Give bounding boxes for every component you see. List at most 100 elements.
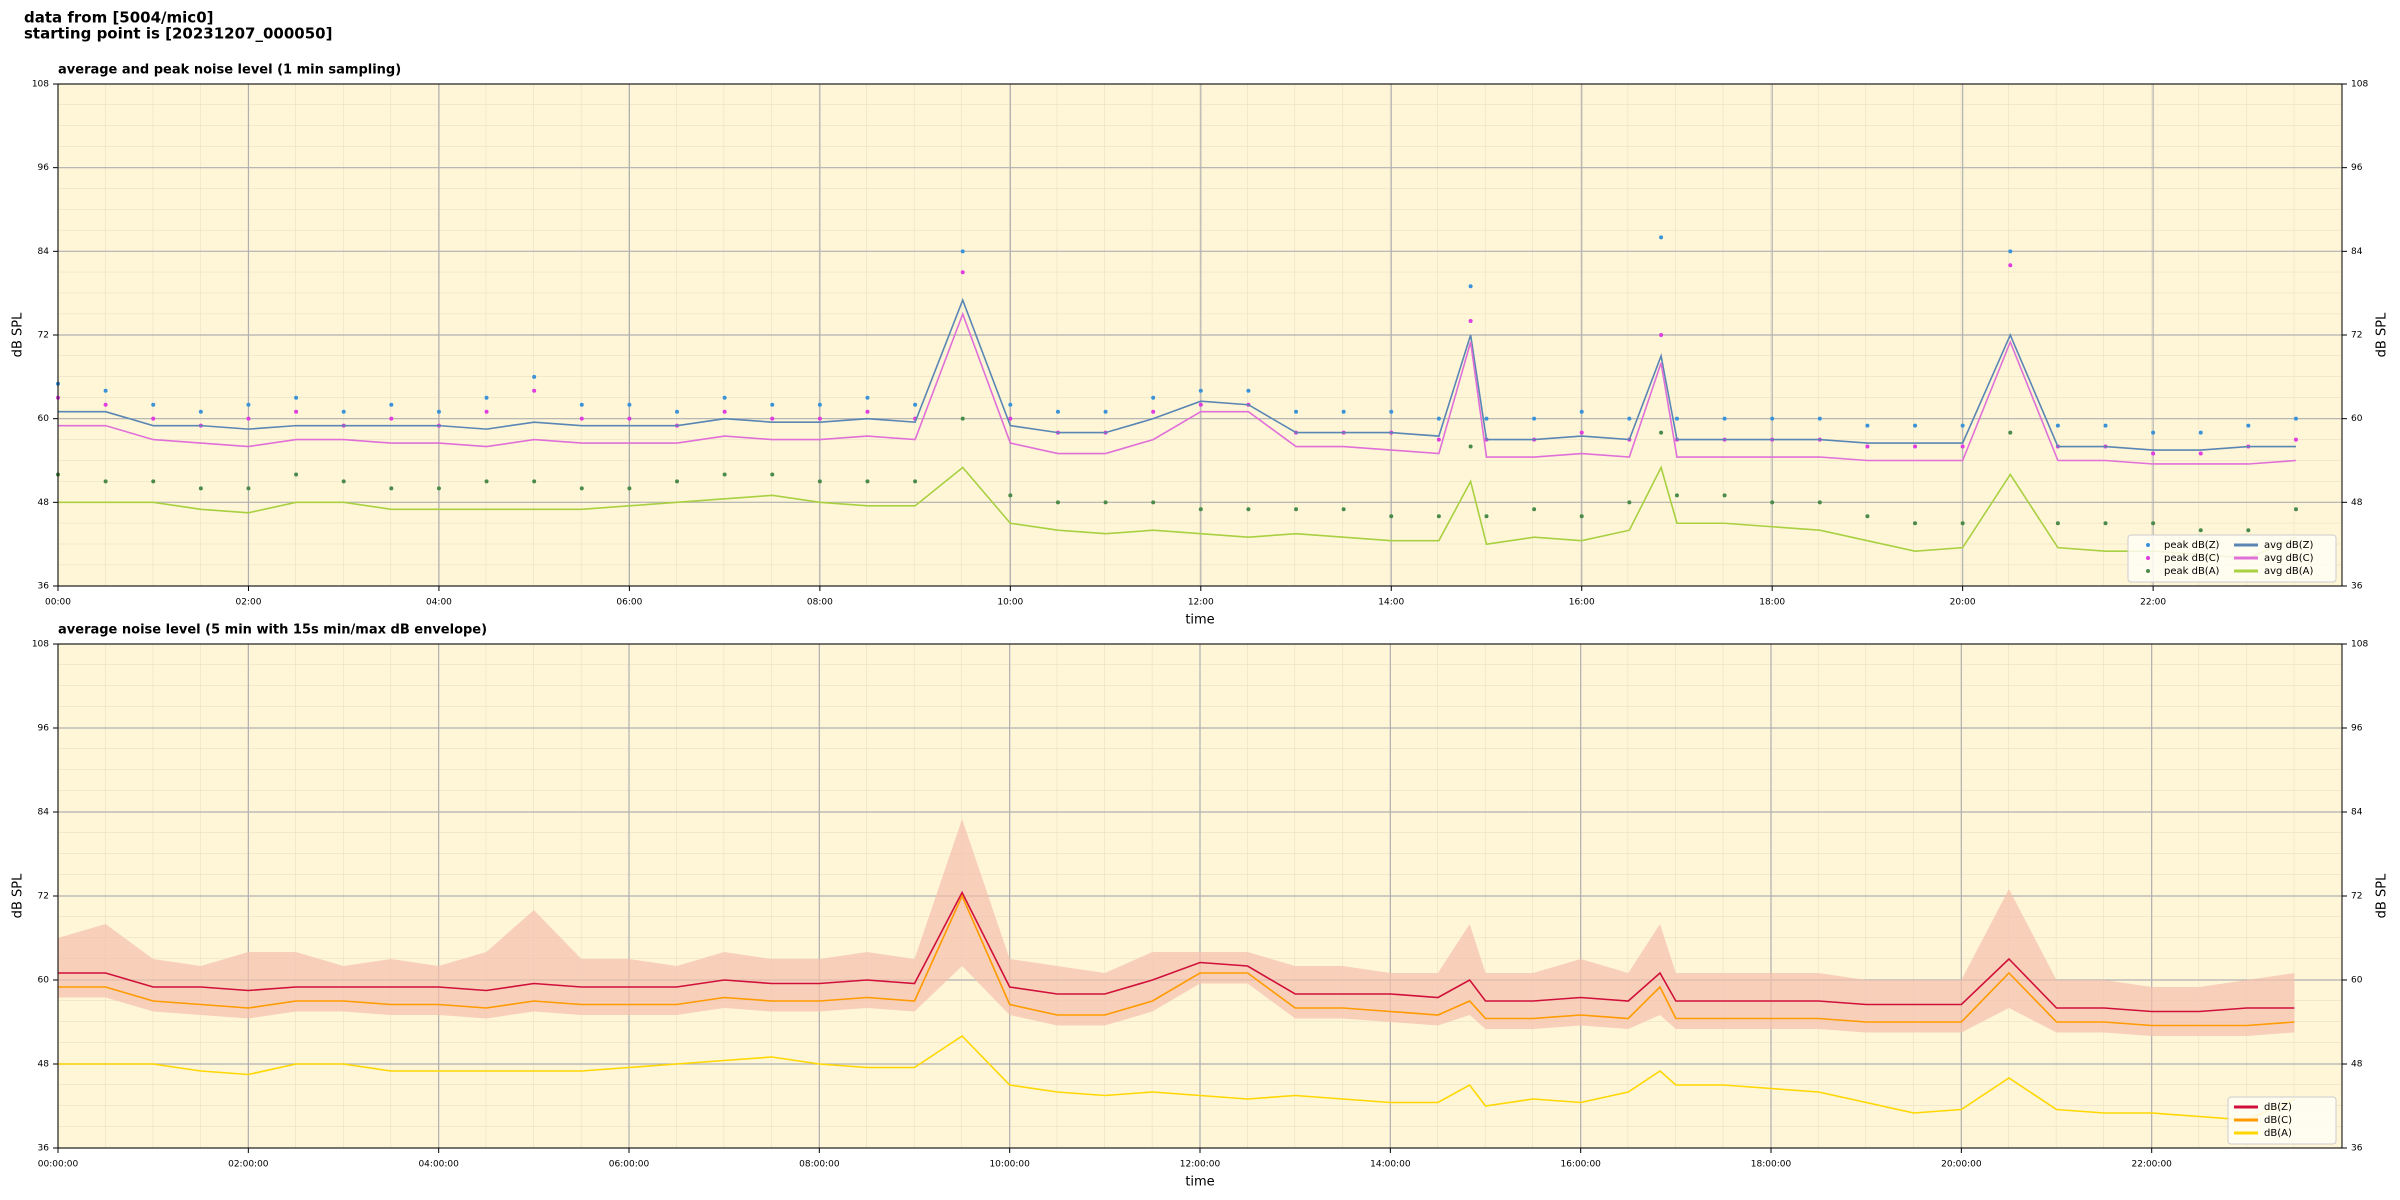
peak-dot <box>1817 500 1822 505</box>
legend-box <box>2127 534 2337 583</box>
x-tick-label: 00:00 <box>45 598 71 608</box>
x-tick-label: 22:00 <box>2140 598 2166 608</box>
peak-dot <box>2151 451 2156 456</box>
peak-dot <box>246 486 251 491</box>
x-tick-label: 00:00:00 <box>38 1160 79 1170</box>
peak-dot <box>484 395 489 400</box>
peak-dot <box>675 479 680 484</box>
peak-dot <box>151 402 156 407</box>
peak-dot <box>294 395 299 400</box>
peak-dot <box>1484 416 1489 421</box>
peak-dot <box>1579 514 1584 519</box>
peak-dot <box>1008 402 1013 407</box>
legend-label: peak dB(Z) <box>2164 540 2220 551</box>
legend-label: peak dB(C) <box>2164 553 2220 564</box>
peak-dot <box>1913 521 1918 526</box>
peak-dot <box>2151 521 2156 526</box>
peak-dot <box>627 486 632 491</box>
peak-dot <box>1151 395 1156 400</box>
source-label: data from [5004/mic0] <box>24 9 214 27</box>
y-tick-label-right: 96 <box>2351 724 2363 734</box>
peak-dot <box>1659 333 1664 337</box>
x-tick-label: 12:00 <box>1188 598 1214 608</box>
start-label: starting point is [20231207_000050] <box>24 25 332 43</box>
y-axis-label-right: dB SPL <box>2375 873 2390 918</box>
y-tick-label: 72 <box>38 892 49 902</box>
plot-frame <box>57 83 2343 587</box>
peak-dot <box>2198 528 2203 533</box>
peak-dot <box>960 249 965 254</box>
peak-dot <box>1294 409 1299 414</box>
x-axis-label: time <box>1185 1175 1214 1190</box>
y-tick-label: 36 <box>38 1144 50 1154</box>
series-line <box>58 297 2296 451</box>
peak-dot <box>294 409 299 414</box>
legend-swatch <box>2146 556 2150 560</box>
y-tick-label-right: 72 <box>2351 892 2362 902</box>
peak-dot <box>2293 437 2298 442</box>
peak-dot <box>770 472 775 477</box>
peak-dot <box>1103 409 1108 414</box>
peak-dot <box>2055 423 2060 428</box>
peak-dot <box>1674 416 1679 421</box>
legend-label: peak dB(A) <box>2164 566 2220 577</box>
peak-dot <box>2293 507 2298 512</box>
y-axis-label: dB SPL <box>11 873 26 918</box>
peak-dot <box>1865 444 1870 449</box>
peak-dot <box>1389 409 1394 414</box>
peak-dot <box>2151 430 2156 435</box>
peak-dot <box>198 486 203 491</box>
peak-dot <box>532 374 537 379</box>
peak-dot <box>913 402 918 407</box>
x-tick-label: 08:00 <box>807 598 833 608</box>
legend-label: avg dB(Z) <box>2264 540 2314 551</box>
peak-dot <box>1960 521 1965 526</box>
series-line <box>58 894 2295 1027</box>
peak-dot <box>1770 416 1775 421</box>
peak-dot <box>1246 388 1251 393</box>
series-line <box>58 1034 2295 1121</box>
y-tick-label: 108 <box>32 80 49 90</box>
peak-dot <box>1865 514 1870 519</box>
peak-dot <box>1055 409 1060 414</box>
peak-dot <box>532 479 537 484</box>
peak-dot <box>722 472 727 477</box>
peak-dot <box>1436 437 1441 442</box>
y-tick-label: 60 <box>38 414 50 424</box>
peak-dot <box>103 402 108 407</box>
peak-dot <box>817 416 822 421</box>
legend-label: avg dB(C) <box>2264 553 2314 564</box>
peak-dot <box>865 409 870 414</box>
peak-dot <box>1627 416 1632 421</box>
y-tick-label-right: 36 <box>2351 582 2363 592</box>
x-tick-label: 10:00 <box>997 598 1023 608</box>
peak-dot <box>436 486 441 491</box>
peak-dot <box>675 409 680 414</box>
y-tick-label-right: 96 <box>2351 163 2363 173</box>
peak-dot <box>1913 444 1918 449</box>
x-tick-label: 12:00:00 <box>1180 1160 1221 1170</box>
peak-dot <box>627 416 632 421</box>
y-tick-label-right: 108 <box>2351 640 2368 650</box>
peak-dot <box>1579 430 1584 435</box>
peak-dot <box>2008 263 2013 268</box>
peak-dot <box>817 479 822 484</box>
x-axis-label: time <box>1185 613 1214 628</box>
peak-dot <box>246 416 251 421</box>
envelope <box>58 819 2295 1036</box>
y-tick-label: 60 <box>38 976 50 986</box>
peak-dot <box>1008 416 1013 421</box>
chart-title: average noise level (5 min with 15s min/… <box>58 623 487 638</box>
peak-dot <box>1468 284 1473 289</box>
peak-dot <box>151 416 156 421</box>
peak-dot <box>389 402 394 407</box>
peak-dot <box>1722 416 1727 421</box>
peak-dot <box>2246 528 2251 533</box>
peak-dot <box>2103 423 2108 428</box>
peak-dot <box>1294 507 1299 512</box>
y-tick-label-right: 48 <box>2351 498 2363 508</box>
peak-dot <box>246 402 251 407</box>
peak-dot <box>198 409 203 414</box>
x-tick-label: 10:00:00 <box>989 1160 1030 1170</box>
